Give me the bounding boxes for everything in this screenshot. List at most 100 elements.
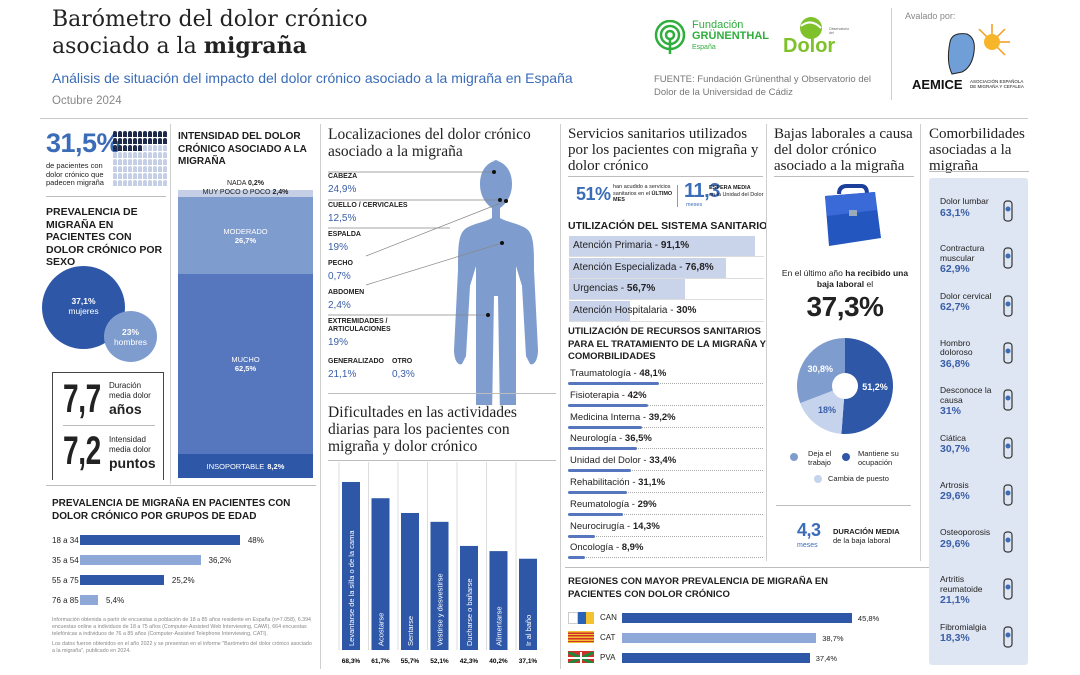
leave-text: En el último año ha recibido una baja la… (776, 268, 914, 290)
system-bar (569, 279, 685, 299)
person-icon (153, 180, 157, 186)
person-icon (118, 173, 122, 179)
segment-label: MUY POCO O POCO (202, 189, 271, 196)
age-label: 76 a 85 (52, 596, 79, 605)
stat-bold: ÚLTIMO MES (613, 190, 673, 204)
person-icon (148, 180, 152, 186)
person-icon (113, 138, 117, 144)
comorbidity-value: 36,8% (940, 357, 970, 370)
person-icon (153, 173, 157, 179)
person-icon (148, 138, 152, 144)
flag-pais-vasco-icon (568, 651, 594, 663)
stat-bold: ESPERA MEDIA (709, 185, 751, 191)
locations-title: Localizaciones del dolor crónico asociad… (328, 126, 531, 160)
icon-shape (1003, 626, 1013, 648)
person-icon (113, 145, 117, 151)
subtitle: Análisis de situación del impacto del do… (52, 70, 573, 86)
person-icon (133, 131, 137, 137)
person-icon (138, 152, 142, 158)
icon-shape (1003, 578, 1013, 600)
person-icon (123, 166, 127, 172)
comorbidity-value: 29,6% (940, 537, 970, 550)
age-bar (80, 595, 98, 605)
resource-label: Neurología - (570, 433, 625, 445)
intensity-avg-label: Intensidad media dolor (109, 435, 151, 454)
difficulty-category: Sentarse (406, 616, 415, 646)
prevalence-value: 31,5% (46, 128, 121, 158)
resource-dotline (568, 448, 763, 450)
resource-value: 8,9% (621, 542, 644, 554)
footnote-1: Información obtenida a partir de encuest… (52, 617, 311, 637)
location-value: 12,5% (328, 213, 357, 224)
icon-shape (1003, 200, 1013, 222)
segment-value: 2,4% (272, 189, 289, 196)
person-icon (138, 166, 142, 172)
region-bar (622, 633, 817, 643)
age-value: 48% (247, 536, 264, 545)
person-icon (133, 138, 137, 144)
comorbidity-value: 62,9% (940, 263, 970, 276)
resource-dotline (568, 492, 763, 493)
icon-shape (1003, 342, 1013, 364)
pie-label: 30,8% (808, 364, 834, 374)
resource-dotline (568, 470, 763, 472)
body-figure (328, 160, 538, 405)
regions-title: REGIONES CON MAYOR PREVALENCIA DE MIGRAÑ… (568, 576, 829, 600)
person-icon (158, 138, 162, 144)
difficulty-bar (489, 551, 508, 650)
system-label: Atención Especializada - (573, 261, 686, 273)
duration-text: de la baja laboral (833, 536, 891, 545)
segment-label: MUCHO (231, 355, 260, 365)
person-icon (118, 166, 122, 172)
person-icon (123, 159, 127, 165)
person-icon (153, 131, 157, 137)
system-row: Atención Especializada - 76,8% (573, 258, 714, 278)
icon-accent (1005, 632, 1011, 638)
stat-text: han acudido a servicios sanitarios en el (613, 184, 671, 197)
comorbidity-item: Dolor lumbar 63,1% (940, 196, 995, 218)
location-label: GENERALIZADO (328, 358, 384, 365)
logo-fundacion-grunenthal: Fundación GRÜNENTHAL España (654, 20, 784, 60)
difficulty-value: 55,7% (401, 658, 420, 665)
resource-value: 31,1% (638, 477, 666, 488)
location-value: 2,4% (328, 300, 351, 311)
person-icon (158, 145, 162, 151)
person-icon (118, 180, 122, 186)
person-icon (158, 173, 162, 179)
resource-row: Neurocirugía - 14,3% (570, 521, 660, 532)
person-icon (163, 180, 167, 186)
system-label: Atención Primaria - (573, 240, 661, 251)
resource-label: Reumatología - (570, 498, 638, 510)
icon-accent (1005, 253, 1011, 259)
person-icon (163, 131, 167, 137)
resource-label: Fisioterapia - (570, 389, 628, 401)
resource-row: Neurología - 36,5% (570, 433, 652, 444)
location-label: ABDOMEN (328, 289, 365, 296)
system-separator (569, 320, 764, 322)
grunenthal-logo-icon (654, 20, 686, 54)
segment-nada-poco (178, 190, 313, 198)
person-icon (128, 145, 132, 151)
difficulty-category: Vestirse y desvestirse (436, 573, 445, 646)
body-outline-icon (1003, 626, 1013, 648)
age-bar (80, 555, 201, 565)
person-icon (153, 145, 157, 151)
resource-bar (568, 491, 628, 494)
segment-moderado: MODERADO 26,7% (178, 197, 313, 275)
comorbidity-item: Artritis reumatoide 21,1% (940, 575, 995, 607)
women-value: 37,1% (71, 296, 96, 306)
age-label: 35 a 54 (52, 556, 79, 565)
logo-text: del (829, 31, 834, 35)
segment-mucho: MUCHO 62,5% (178, 274, 313, 455)
icon-shape (1003, 247, 1013, 269)
title-line-2: asociado a la (52, 34, 204, 59)
location-label: ESPALDA (328, 231, 361, 238)
comorbidity-value: 21,1% (940, 594, 970, 607)
icon-shape (1003, 389, 1013, 411)
system-value: 91,1% (660, 240, 690, 251)
person-icon (148, 166, 152, 172)
resource-label: Rehabilitación - (570, 477, 639, 488)
wait-label: ESPERA MEDIA en la Unidad del Dolor (709, 185, 764, 198)
difficulty-value: 40,2% (489, 658, 508, 665)
intensity-avg-value: 7,2 (63, 429, 101, 473)
